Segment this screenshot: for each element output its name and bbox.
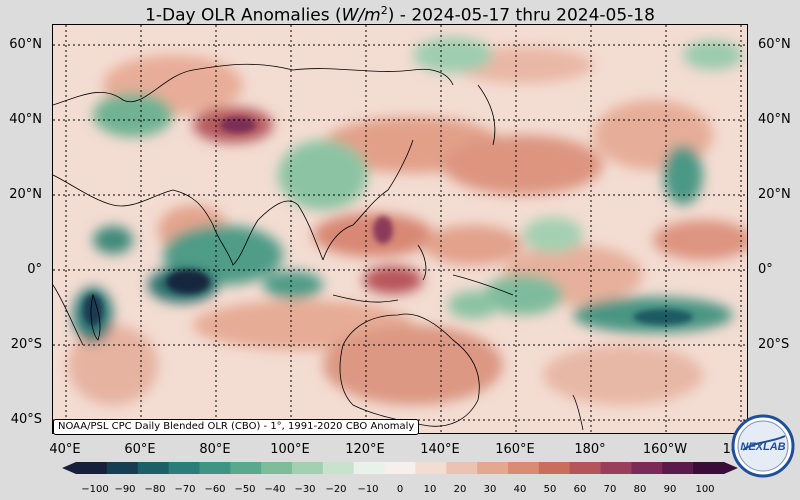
colorbar-segment [600, 462, 632, 474]
colorbar-min-arrow [62, 462, 76, 474]
colorbar-segment [353, 462, 386, 474]
colorbar-segment [538, 462, 571, 474]
colorbar-tick-label: −80 [144, 484, 166, 495]
colorbar-segment [322, 462, 355, 474]
lon-label: 60°E [124, 442, 156, 457]
lon-label: 180° [574, 442, 606, 457]
colorbar-tick-label: −60 [204, 484, 226, 495]
colorbar-tick-label: 40 [513, 484, 527, 495]
lat-label-left: 20°S [10, 337, 42, 352]
colorbar-tick-label: −90 [114, 484, 136, 495]
lat-label-left: 60°N [9, 37, 42, 52]
nexlab-logo: NEXLAB [731, 414, 795, 478]
data-source-credit: NOAA/PSL CPC Daily Blended OLR (CBO) - 1… [53, 419, 420, 435]
colorbar-tick-label: 20 [453, 484, 467, 495]
colorbar-tick-label: 10 [423, 484, 437, 495]
lon-label: 140°E [420, 442, 460, 457]
lon-label: 120°E [345, 442, 385, 457]
colorbar [62, 462, 738, 474]
olr-anomaly-map[interactable] [52, 24, 748, 434]
lat-label-left: 40°S [10, 412, 42, 427]
colorbar-segment [137, 462, 170, 474]
colorbar-tick-label: −100 [81, 484, 109, 495]
colorbar-segment [261, 462, 293, 474]
coastlines [53, 63, 584, 431]
lat-label-right: 60°N [758, 37, 791, 52]
colorbar-segment [569, 462, 602, 474]
colorbar-segment [446, 462, 478, 474]
colorbar-tick-label: 60 [573, 484, 587, 495]
colorbar-tick-label: −40 [264, 484, 286, 495]
lat-label-right: 40°N [758, 112, 791, 127]
colorbar-segment [477, 462, 509, 474]
colorbar-tick-label: 70 [603, 484, 617, 495]
colorbar-tick-label: −10 [357, 484, 379, 495]
lon-label: 160°E [495, 442, 535, 457]
lat-label-right: 20°N [758, 187, 791, 202]
lon-label: 160°W [642, 442, 688, 457]
colorbar-segment [508, 462, 540, 474]
colorbar-tick-label: 80 [633, 484, 647, 495]
lat-label-left: 20°N [9, 187, 42, 202]
colorbar-tick-label: −30 [294, 484, 316, 495]
svg-text:NEXLAB: NEXLAB [740, 441, 785, 453]
colorbar-tick-label: 0 [396, 484, 404, 495]
colorbar-segment [415, 462, 447, 474]
colorbar-tick-label: −50 [234, 484, 256, 495]
lat-label-left: 40°N [9, 112, 42, 127]
colorbar-tick-label: 30 [483, 484, 497, 495]
chart-title: 1-Day OLR Anomalies (W/m2) - 2024-05-17 … [145, 4, 655, 26]
lon-label: 40°E [49, 442, 81, 457]
colorbar-segment [76, 462, 108, 474]
colorbar-segment [106, 462, 139, 474]
colorbar-segment [631, 462, 663, 474]
colorbar-segment [693, 462, 725, 474]
colorbar-segment [384, 462, 416, 474]
graticule [53, 25, 747, 433]
lon-label: 80°E [199, 442, 231, 457]
lat-label-right: 20°S [758, 337, 790, 352]
colorbar-max-arrow [724, 462, 738, 474]
colorbar-segment [230, 462, 262, 474]
lon-label: 100°E [270, 442, 310, 457]
colorbar-tick-label: −20 [325, 484, 347, 495]
colorbar-tick-label: 50 [543, 484, 557, 495]
colorbar-tick-label: 100 [695, 484, 715, 495]
colorbar-segment [292, 462, 324, 474]
colorbar-segment [199, 462, 231, 474]
lat-label-right: 0° [758, 262, 773, 277]
colorbar-tick-label: 90 [663, 484, 677, 495]
lat-label-left: 0° [27, 262, 42, 277]
colorbar-segment [168, 462, 200, 474]
colorbar-tick-label: −70 [174, 484, 196, 495]
colorbar-segment [662, 462, 694, 474]
